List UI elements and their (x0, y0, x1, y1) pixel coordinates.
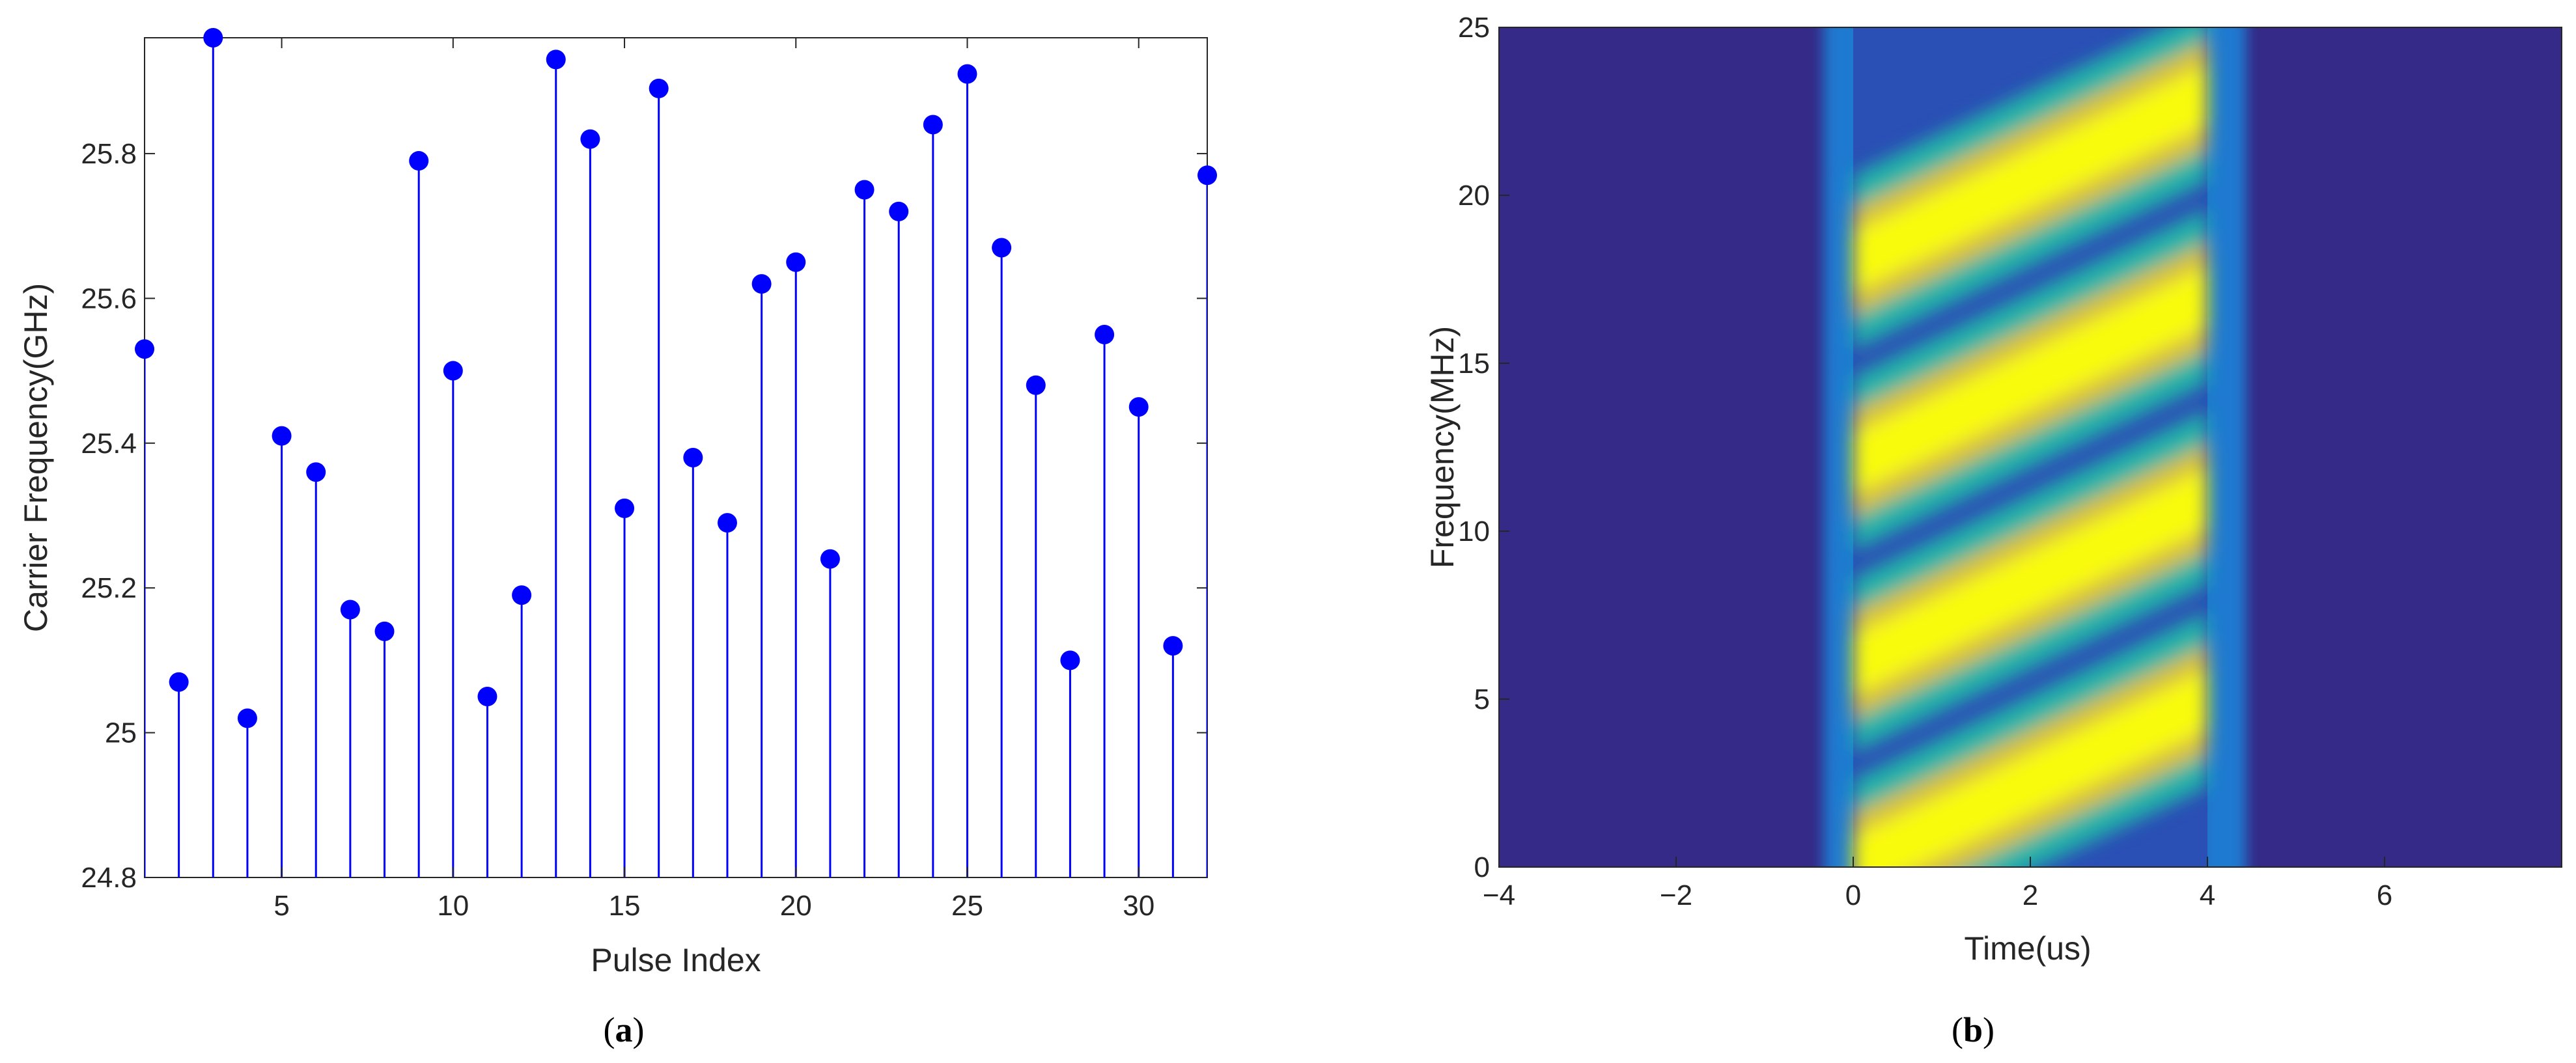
x-axis-label-a: Pulse Index (591, 942, 761, 978)
stem-marker (751, 274, 772, 294)
y-tick-label: 25 (1458, 12, 1490, 44)
stem-marker (340, 600, 360, 620)
y-tick-label: 25.6 (81, 283, 137, 314)
panel-b: −4 −2 0 2 4 6 0 5 10 15 20 25 Time(us) Frequency(M… (1424, 12, 2562, 1049)
y-axis-label-b: Frequency(MHz) (1424, 326, 1461, 568)
heatmap (1823, 27, 2247, 867)
stem-marker (169, 672, 189, 692)
x-tick-label: 10 (437, 890, 469, 922)
x-tick-label: 0 (1845, 879, 1861, 911)
x-tick-label: −2 (1660, 879, 1692, 911)
stem-marker (272, 426, 292, 446)
stem-marker (683, 448, 703, 467)
x-tick-label: 15 (609, 890, 641, 922)
y-tick-label: 24.8 (81, 862, 137, 894)
y-tick-label: 0 (1474, 851, 1490, 883)
x-tick-label: −4 (1483, 879, 1515, 911)
y-axis-ticks-b: 0 5 10 15 20 25 (1458, 12, 1509, 883)
x-tick-label: 20 (780, 890, 812, 922)
x-tick-label: 6 (2377, 879, 2392, 911)
stem-marker (615, 498, 635, 518)
stem-marker (820, 549, 840, 569)
x-axis-ticks-a: 5 10 15 20 25 30 (273, 38, 1155, 922)
stem-marker (477, 686, 497, 706)
y-tick-label: 25.8 (81, 138, 137, 170)
y-tick-label: 15 (1458, 348, 1490, 380)
stem-marker (203, 28, 223, 48)
stem-marker (135, 339, 154, 359)
stem-marker (889, 201, 909, 221)
panel-a: 5 10 15 20 25 30 24.8 25 25.2 25.4 25.6 25.8 Pulse… (18, 28, 1217, 1049)
stem-marker (306, 462, 326, 482)
x-tick-label: 4 (2200, 879, 2215, 911)
stem-marker (717, 513, 737, 533)
chirp-band-core (1853, 669, 2207, 867)
y-axis-ticks-a: 24.8 25 25.2 25.4 25.6 25.8 (81, 138, 1207, 894)
x-tick-label: 30 (1123, 890, 1155, 922)
stem-marker (649, 78, 669, 98)
stem-marker (409, 151, 429, 171)
y-tick-label: 25.4 (81, 428, 137, 460)
x-tick-label: 25 (951, 890, 983, 922)
pulse-region (1823, 27, 2247, 867)
stem-marker (992, 238, 1012, 258)
caption-b: (b) (1952, 1010, 1995, 1049)
stem-marker (1060, 650, 1080, 670)
x-axis-ticks-b: −4 −2 0 2 4 6 (1483, 857, 2392, 911)
stem-marker (546, 49, 566, 70)
y-axis-label-a: Carrier Frequency(GHz) (18, 283, 54, 632)
stem-marker (957, 64, 977, 84)
x-tick-label: 5 (273, 890, 289, 922)
stem-markers (135, 28, 1217, 728)
y-tick-label: 5 (1474, 683, 1490, 715)
stem-marker (1128, 397, 1149, 417)
x-axis-label-b: Time(us) (1964, 930, 2091, 967)
x-tick-label: 2 (2023, 879, 2038, 911)
chirp-band-core (1853, 467, 2207, 696)
y-tick-label: 10 (1458, 516, 1490, 547)
stem-marker (923, 115, 943, 135)
caption-a: (a) (604, 1010, 645, 1049)
plot-area-a (144, 37, 1208, 878)
chirp-bands (1853, 27, 2207, 867)
stem-marker (237, 708, 257, 728)
stem-marker (512, 585, 532, 605)
y-tick-label: 20 (1458, 180, 1490, 212)
stem-marker (1026, 375, 1046, 395)
stem-marker (854, 180, 875, 200)
stem-series (145, 38, 1207, 877)
stem-marker (374, 621, 395, 641)
y-tick-label: 25 (105, 717, 137, 749)
stem-marker (580, 129, 600, 149)
chirp-band-core (1853, 266, 2207, 494)
y-tick-label: 25.2 (81, 572, 137, 604)
stem-marker (1197, 165, 1217, 186)
stem-marker (443, 361, 463, 381)
stem-marker (786, 252, 806, 272)
chirp-band-core (1853, 64, 2207, 292)
stem-marker (1163, 636, 1183, 656)
stem-marker (1095, 324, 1115, 344)
